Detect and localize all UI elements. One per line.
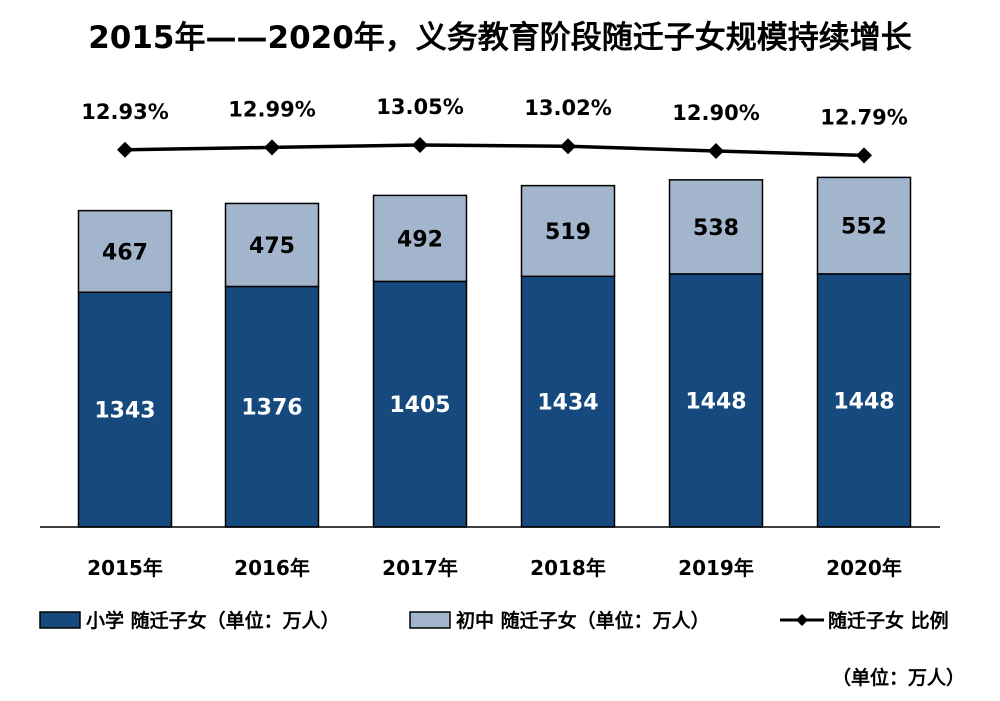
bar-middle-5 — [816, 176, 912, 275]
x-tick-label-3: 2018年 — [530, 556, 606, 580]
legend-label-2: 随迁子女 比例 — [828, 609, 949, 632]
bar-middle-label-3: 519 — [545, 220, 591, 245]
bar-primary-5 — [816, 273, 912, 528]
bar-primary-0 — [77, 291, 173, 528]
legend-swatch-1 — [409, 611, 451, 629]
unit-note: （单位：万人） — [832, 666, 965, 689]
bar-primary-label-3: 1434 — [537, 391, 598, 416]
bar-primary-label-1: 1376 — [241, 396, 302, 421]
ratio-marker-3 — [560, 138, 576, 155]
ratio-label-5: 12.79% — [820, 105, 907, 129]
bar-middle-4 — [668, 179, 764, 275]
bar-middle-1 — [224, 202, 320, 288]
bar-primary-label-5: 1448 — [833, 389, 894, 414]
legend-label-1: 初中 随迁子女（单位：万人） — [456, 609, 710, 632]
ratio-label-1: 12.99% — [228, 97, 315, 121]
ratio-marker-4 — [708, 143, 724, 159]
legend-diamond-marker — [796, 614, 808, 626]
x-tick-label-1: 2016年 — [234, 556, 310, 580]
bar-primary-label-0: 1343 — [94, 399, 155, 424]
bars-layer: 1343 467 1376 475 1405 492 1434 519 1448 538 1448 5… — [77, 176, 912, 528]
legend-label-0: 小学 随迁子女（单位：万人） — [86, 609, 340, 632]
legend-swatch-0 — [39, 611, 81, 629]
bar-middle-0 — [77, 209, 173, 293]
x-tick-label-2: 2017年 — [382, 556, 458, 580]
ratio-line-layer: 12.93% 12.99% 13.05% 13.02% 12.90% 12.79% — [81, 95, 908, 164]
ratio-marker-2 — [412, 137, 428, 153]
bar-middle-label-2: 492 — [397, 227, 443, 252]
ratio-label-3: 13.02% — [524, 96, 611, 120]
bar-middle-2 — [372, 194, 468, 283]
ratio-label-4: 12.90% — [672, 101, 759, 125]
ratio-line — [124, 143, 865, 158]
x-tick-labels: 2015年 2016年 2017年 2018年 2019年 2020年 — [87, 556, 902, 580]
ratio-label-2: 13.05% — [376, 95, 463, 119]
ratio-marker-0 — [117, 141, 133, 158]
ratio-marker-5 — [856, 147, 872, 164]
bar-primary-2 — [372, 280, 468, 528]
bar-middle-label-5: 552 — [841, 215, 887, 240]
chart-title: 2015年——2020年，义务教育阶段随迁子女规模持续增长 — [88, 20, 912, 56]
bar-middle-label-1: 475 — [249, 234, 295, 259]
ratio-label-0: 12.93% — [81, 100, 168, 124]
x-tick-label-0: 2015年 — [87, 556, 163, 580]
ratio-marker-1 — [264, 139, 280, 156]
bar-middle-label-4: 538 — [693, 216, 739, 241]
x-tick-label-5: 2020年 — [826, 556, 902, 580]
x-tick-label-4: 2019年 — [678, 556, 754, 580]
legend: 小学 随迁子女（单位：万人） 初中 随迁子女（单位：万人） 随迁子女 比例 — [39, 609, 949, 632]
bar-middle-3 — [520, 184, 616, 278]
bar-primary-label-2: 1405 — [389, 393, 450, 418]
bar-middle-label-0: 467 — [102, 240, 148, 265]
bar-primary-label-4: 1448 — [685, 389, 746, 414]
